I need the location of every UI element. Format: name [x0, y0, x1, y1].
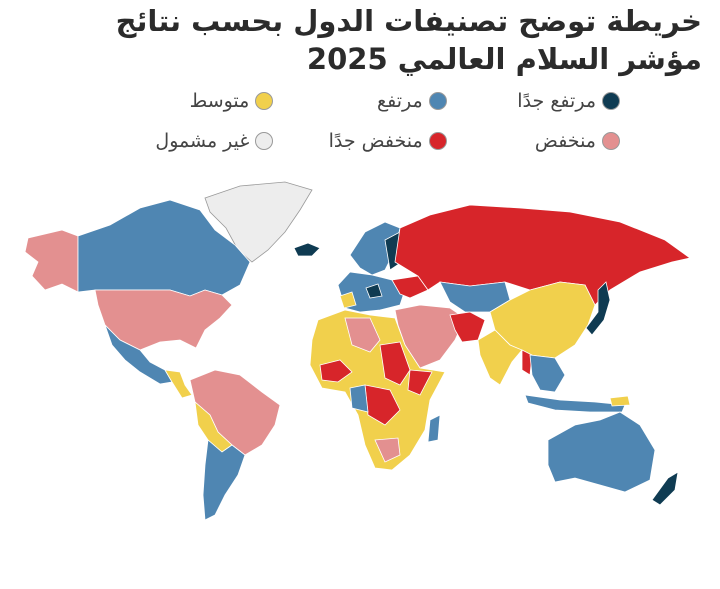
- legend-item: منخفض: [447, 128, 620, 154]
- legend: مرتفع جدًا مرتفع متوسط منخفض منخفض جدًا غير م…: [100, 88, 620, 154]
- region: [202, 439, 246, 521]
- legend-item: متوسط: [100, 88, 274, 114]
- region: [585, 281, 611, 336]
- region: [379, 341, 411, 386]
- region: [529, 354, 566, 393]
- region: [547, 411, 656, 493]
- region: [164, 369, 193, 399]
- legend-swatch: [602, 92, 620, 110]
- region: [477, 329, 523, 386]
- region: [521, 349, 533, 376]
- world-map: [24, 181, 691, 521]
- legend-swatch: [428, 132, 447, 150]
- legend-label: متوسط: [189, 90, 250, 112]
- legend-label: منخفض جدًا: [328, 130, 423, 152]
- legend-item: مرتفع جدًا: [447, 88, 620, 114]
- region: [349, 384, 369, 413]
- region: [365, 283, 383, 299]
- title: خريطة توضح تصنيفات الدول بحسب نتائج مؤشر…: [115, 4, 702, 76]
- region: [319, 359, 353, 383]
- region: [427, 414, 441, 443]
- region: [24, 229, 79, 293]
- region: [293, 242, 321, 257]
- region: [391, 275, 429, 299]
- region: [339, 291, 357, 309]
- legend-label: مرتفع: [376, 90, 423, 112]
- legend-label: منخفض: [534, 130, 596, 152]
- legend-item: مرتفع: [273, 88, 447, 114]
- legend-swatch: [602, 132, 620, 150]
- legend-label: مرتفع جدًا: [517, 90, 596, 112]
- region: [204, 181, 313, 263]
- legend-swatch: [255, 132, 274, 150]
- region: [374, 437, 401, 463]
- legend-swatch: [255, 92, 274, 110]
- legend-item: غير مشمول: [100, 128, 274, 154]
- region: [651, 471, 679, 506]
- region: [407, 369, 433, 396]
- legend-label: غير مشمول: [155, 130, 250, 152]
- region: [609, 395, 631, 407]
- region: [344, 317, 381, 353]
- legend-item: منخفض جدًا: [273, 128, 447, 154]
- region: [524, 394, 626, 413]
- legend-swatch: [428, 92, 447, 110]
